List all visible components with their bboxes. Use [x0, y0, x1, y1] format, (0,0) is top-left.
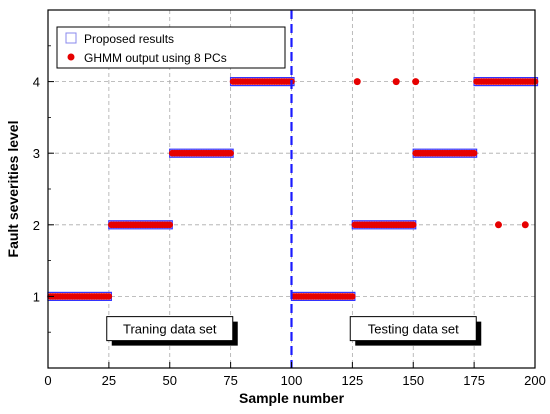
annotation-training-box [106, 316, 234, 342]
ghmm-outlier-point [392, 78, 400, 86]
annotation-testing: Testing data set [349, 316, 482, 346]
x-tick-label: 75 [223, 373, 237, 388]
ghmm-outlier-point [412, 78, 420, 86]
x-tick-label: 0 [44, 373, 51, 388]
ghmm-outlier-point [494, 221, 502, 229]
x-tick-label: 150 [402, 373, 424, 388]
legend-marker-ghmm [67, 53, 75, 61]
legend: Proposed results GHMM output using 8 PCs [56, 26, 286, 69]
legend-box [56, 26, 286, 69]
x-tick-label: 175 [463, 373, 485, 388]
x-tick-label: 100 [281, 373, 303, 388]
x-axis-title: Sample number [239, 390, 345, 406]
annotation-testing-box [349, 316, 477, 342]
y-tick-label: 2 [33, 218, 40, 233]
legend-label-ghmm: GHMM output using 8 PCs [84, 51, 227, 65]
y-tick-label: 3 [33, 146, 40, 161]
annotation-testing-label: Testing data set [368, 322, 459, 337]
legend-label-proposed: Proposed results [84, 32, 174, 46]
ghmm-output-point [227, 149, 234, 157]
x-tick-label: 50 [163, 373, 177, 388]
ghmm-outlier-point [353, 78, 361, 86]
ghmm-output-point [105, 293, 113, 300]
ghmm-outlier-point [521, 221, 529, 229]
y-tick-label: 4 [33, 75, 40, 90]
ghmm-output-point [349, 293, 356, 300]
y-axis-title: Fault severities level [5, 121, 21, 258]
annotation-training: Traning data set [106, 316, 238, 346]
annotation-training-label: Traning data set [123, 322, 217, 337]
x-tick-label: 200 [524, 373, 546, 388]
ghmm-output-point [409, 221, 417, 229]
x-tick-label: 125 [342, 373, 364, 388]
ghmm-output-point [470, 149, 478, 157]
ghmm-output-point [166, 221, 174, 229]
x-tick-label: 25 [102, 373, 116, 388]
data-markers [47, 76, 539, 301]
legend-marker-proposed [65, 32, 77, 44]
axis-ticks: 0 25 50 75 100 125 150 175 200 1 2 3 4 [33, 45, 546, 388]
y-tick-label: 1 [33, 289, 40, 304]
